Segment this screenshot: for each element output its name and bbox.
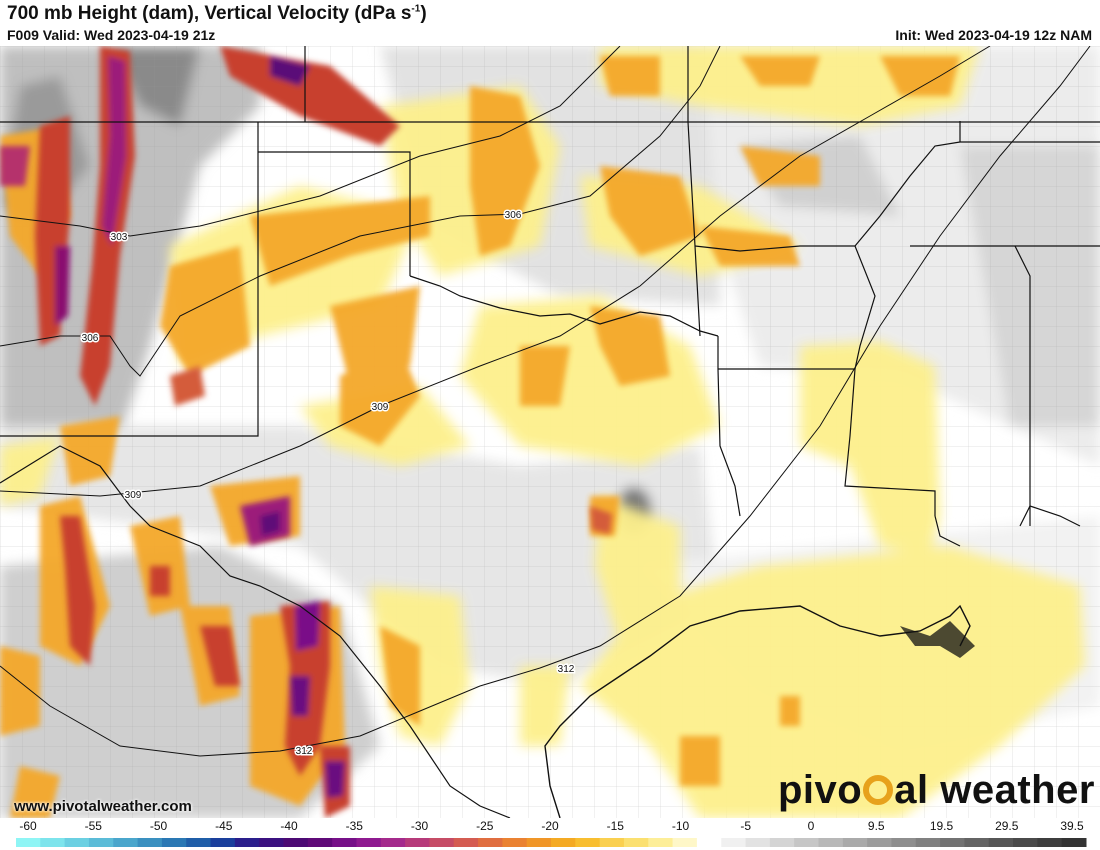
legend-colorbar [16,838,1087,847]
contour-label-309-east: 309 [372,402,389,413]
legend-color-swatch [478,838,503,847]
louisiana-delta [900,621,975,658]
website-credit: www.pivotalweather.com [14,798,192,815]
legend-color-swatch [210,838,236,847]
legend-color-swatch [307,838,333,847]
legend-color-swatch [964,838,990,847]
legend-color-swatch [234,838,260,847]
gear-icon [863,775,894,805]
legend-tick-label: -40 [280,819,298,833]
valid-time-label: F009 Valid: Wed 2023-04-19 21z [7,27,216,43]
weather-map[interactable]: 303 306 306 309 309 312 312 [0,46,1100,818]
legend-color-swatch [648,838,674,847]
legend-color-swatch [1013,838,1038,847]
legend-color-swatch [1061,838,1087,847]
legend-tick-label: -45 [215,819,233,833]
contour-labels: 303 306 306 309 309 312 312 [80,209,576,759]
legend-tick-label: -5 [740,819,752,833]
legend-color-swatch [818,838,844,847]
ascent-strong-shading [0,46,612,818]
contour-label-303: 303 [111,232,128,243]
legend-color-swatch [380,838,406,847]
chart-header: 700 mb Height (dam), Vertical Velocity (… [0,0,1100,46]
legend-color-swatch [1037,838,1063,847]
legend-color-swatch [113,838,139,847]
legend-color-swatch [940,838,965,847]
legend-color-swatch [332,838,357,847]
legend-color-swatch [867,838,892,847]
legend-color-swatch [259,838,284,847]
legend-tick-label: 9.5 [867,819,885,833]
legend-color-swatch [453,838,479,847]
contour-label-306-east: 306 [505,210,522,221]
state-borders [0,46,1100,818]
legend-tick-label: 19.5 [929,819,954,833]
init-time-label: Init: Wed 2023-04-19 12z NAM [895,27,1092,43]
legend-color-swatch [745,838,771,847]
legend-color-swatch [186,838,212,847]
legend-tick-label: -60 [19,819,37,833]
height-contours [0,46,1091,757]
legend-color-swatch [891,838,917,847]
contour-label-309-west: 309 [125,490,142,501]
legend-color-swatch [283,838,309,847]
legend-color-swatch [551,838,576,847]
legend-tick-label: 0 [807,819,815,833]
legend-tick-label: -15 [606,819,624,833]
legend-color-swatch [429,838,455,847]
contour-label-306-west: 306 [82,333,99,344]
legend-tick-label: -35 [345,819,363,833]
legend-tick-label: -20 [541,819,559,833]
legend-tick-label: -10 [671,819,690,833]
contour-label-312-south: 312 [296,746,313,757]
legend-color-swatch [575,838,601,847]
legend-color-swatch [16,838,41,847]
legend-color-swatch [137,838,163,847]
legend-tick-label: 39.5 [1060,819,1084,833]
legend-tick-label: 29.5 [995,819,1019,833]
legend-color-swatch [64,838,90,847]
chart-title: 700 mb Height (dam), Vertical Velocity (… [7,3,427,24]
legend-color-swatch [721,838,747,847]
legend-color-swatch [769,838,795,847]
contour-label-312-coast: 312 [558,664,575,675]
legend-color-swatch [696,838,722,847]
legend-color-swatch [161,838,187,847]
legend-color-swatch [988,838,1014,847]
legend-tick-label: -30 [410,819,429,833]
legend-color-swatch [356,838,382,847]
gulf-coastline [544,604,971,818]
legend-color-swatch [672,838,698,847]
legend-color-swatch [40,838,66,847]
legend-tick-label: -55 [84,819,102,833]
legend-color-swatch [623,838,649,847]
legend-color-swatch [599,838,625,847]
legend-color-swatch [526,838,552,847]
legend-color-swatch [794,838,819,847]
legend-tick-label: -25 [476,819,494,833]
legend-color-swatch [502,838,528,847]
legend-color-swatch [88,838,114,847]
legend-color-swatch [405,838,430,847]
legend-color-swatch [915,838,941,847]
legend-tick-label: -50 [149,819,168,833]
color-legend: -60 -55 -50 -45 -40 -35 -30 -25 -20 -15 -10 -5 0 9.5 1… [0,818,1100,850]
legend-color-swatch [842,838,868,847]
brand-logo: pivo al weather [778,768,1095,812]
